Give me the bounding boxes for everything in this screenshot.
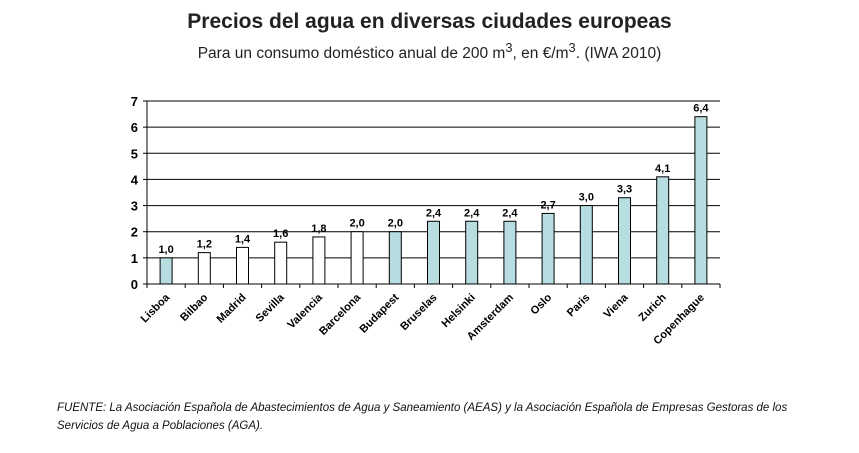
subtitle-text: Para un consumo doméstico anual de 200 m	[197, 45, 506, 63]
x-tick-label: Sevilla	[254, 291, 288, 325]
data-label: 1,2	[197, 239, 212, 251]
y-tick-label: 6	[131, 120, 138, 135]
x-tick-label: Valencia	[285, 291, 325, 331]
chart-title: Precios del agua en diversas ciudades eu…	[187, 10, 672, 33]
source-note: FUENTE: La Asociación Española de Abaste…	[57, 402, 788, 432]
bar	[427, 220, 440, 285]
bar	[236, 246, 249, 285]
bar	[197, 252, 211, 285]
data-label: 1,0	[158, 244, 173, 256]
y-tick-label: 2	[131, 225, 138, 240]
y-tick-label: 5	[131, 146, 138, 161]
data-label: 1,8	[311, 223, 326, 235]
y-tick-label: 7	[131, 94, 138, 109]
x-tick-label: Zurich	[637, 291, 669, 323]
data-label: 2,4	[464, 207, 480, 219]
data-label: 3,3	[617, 184, 632, 196]
bar	[312, 236, 326, 285]
data-label: 2,4	[426, 207, 442, 219]
x-tick-label: Helsinki	[440, 292, 478, 330]
x-tick-label: Lisboa	[139, 291, 173, 325]
x-tick-label: Viena	[602, 291, 632, 321]
x-tick-label: Oslo	[528, 291, 554, 317]
data-label: 1,4	[235, 233, 251, 245]
x-tick-label: Paris	[565, 292, 593, 320]
data-label: 1,6	[273, 228, 288, 240]
bar	[350, 231, 364, 285]
data-label: 2,7	[540, 199, 555, 211]
bar	[618, 197, 631, 285]
y-tick-label: 3	[131, 199, 138, 214]
data-label: 2,0	[388, 218, 403, 230]
x-tick-label: Barcelona	[317, 291, 364, 338]
bar	[579, 205, 593, 285]
bar	[388, 231, 402, 285]
x-tick-label: Bilbao	[178, 291, 210, 323]
subtitle-sup: 3	[505, 40, 513, 55]
subtitle-text: . (IWA 2010)	[575, 45, 662, 63]
bar	[694, 116, 708, 285]
bar-chart: 0 1 2 3 4 5 6 7 1,0 Lisboa 1,2 Bilbao 1,4 Madrid 1,6 Se…	[131, 94, 721, 347]
subtitle-text: , en €/m	[512, 45, 569, 63]
y-tick-label: 0	[131, 277, 138, 292]
bar	[503, 220, 517, 285]
subtitle-sup: 3	[568, 40, 576, 55]
x-tick-label: Madrid	[215, 292, 249, 326]
bar	[159, 257, 173, 285]
y-tick-label: 4	[131, 172, 139, 187]
x-tick-label: Budapest	[357, 291, 401, 335]
bar	[541, 212, 555, 285]
data-label: 2,0	[349, 218, 364, 230]
bar	[274, 241, 288, 285]
bar	[465, 220, 479, 285]
y-tick-label: 1	[131, 251, 138, 266]
x-tick-label: Bruselas	[398, 292, 439, 333]
chart-subtitle: Para un consumo doméstico anual de 200 m…	[0, 40, 859, 63]
data-label: 2,4	[502, 207, 518, 219]
data-label: 3,0	[579, 192, 594, 204]
data-label: 6,4	[693, 103, 709, 115]
bar	[656, 176, 670, 285]
data-label: 4,1	[655, 163, 670, 175]
